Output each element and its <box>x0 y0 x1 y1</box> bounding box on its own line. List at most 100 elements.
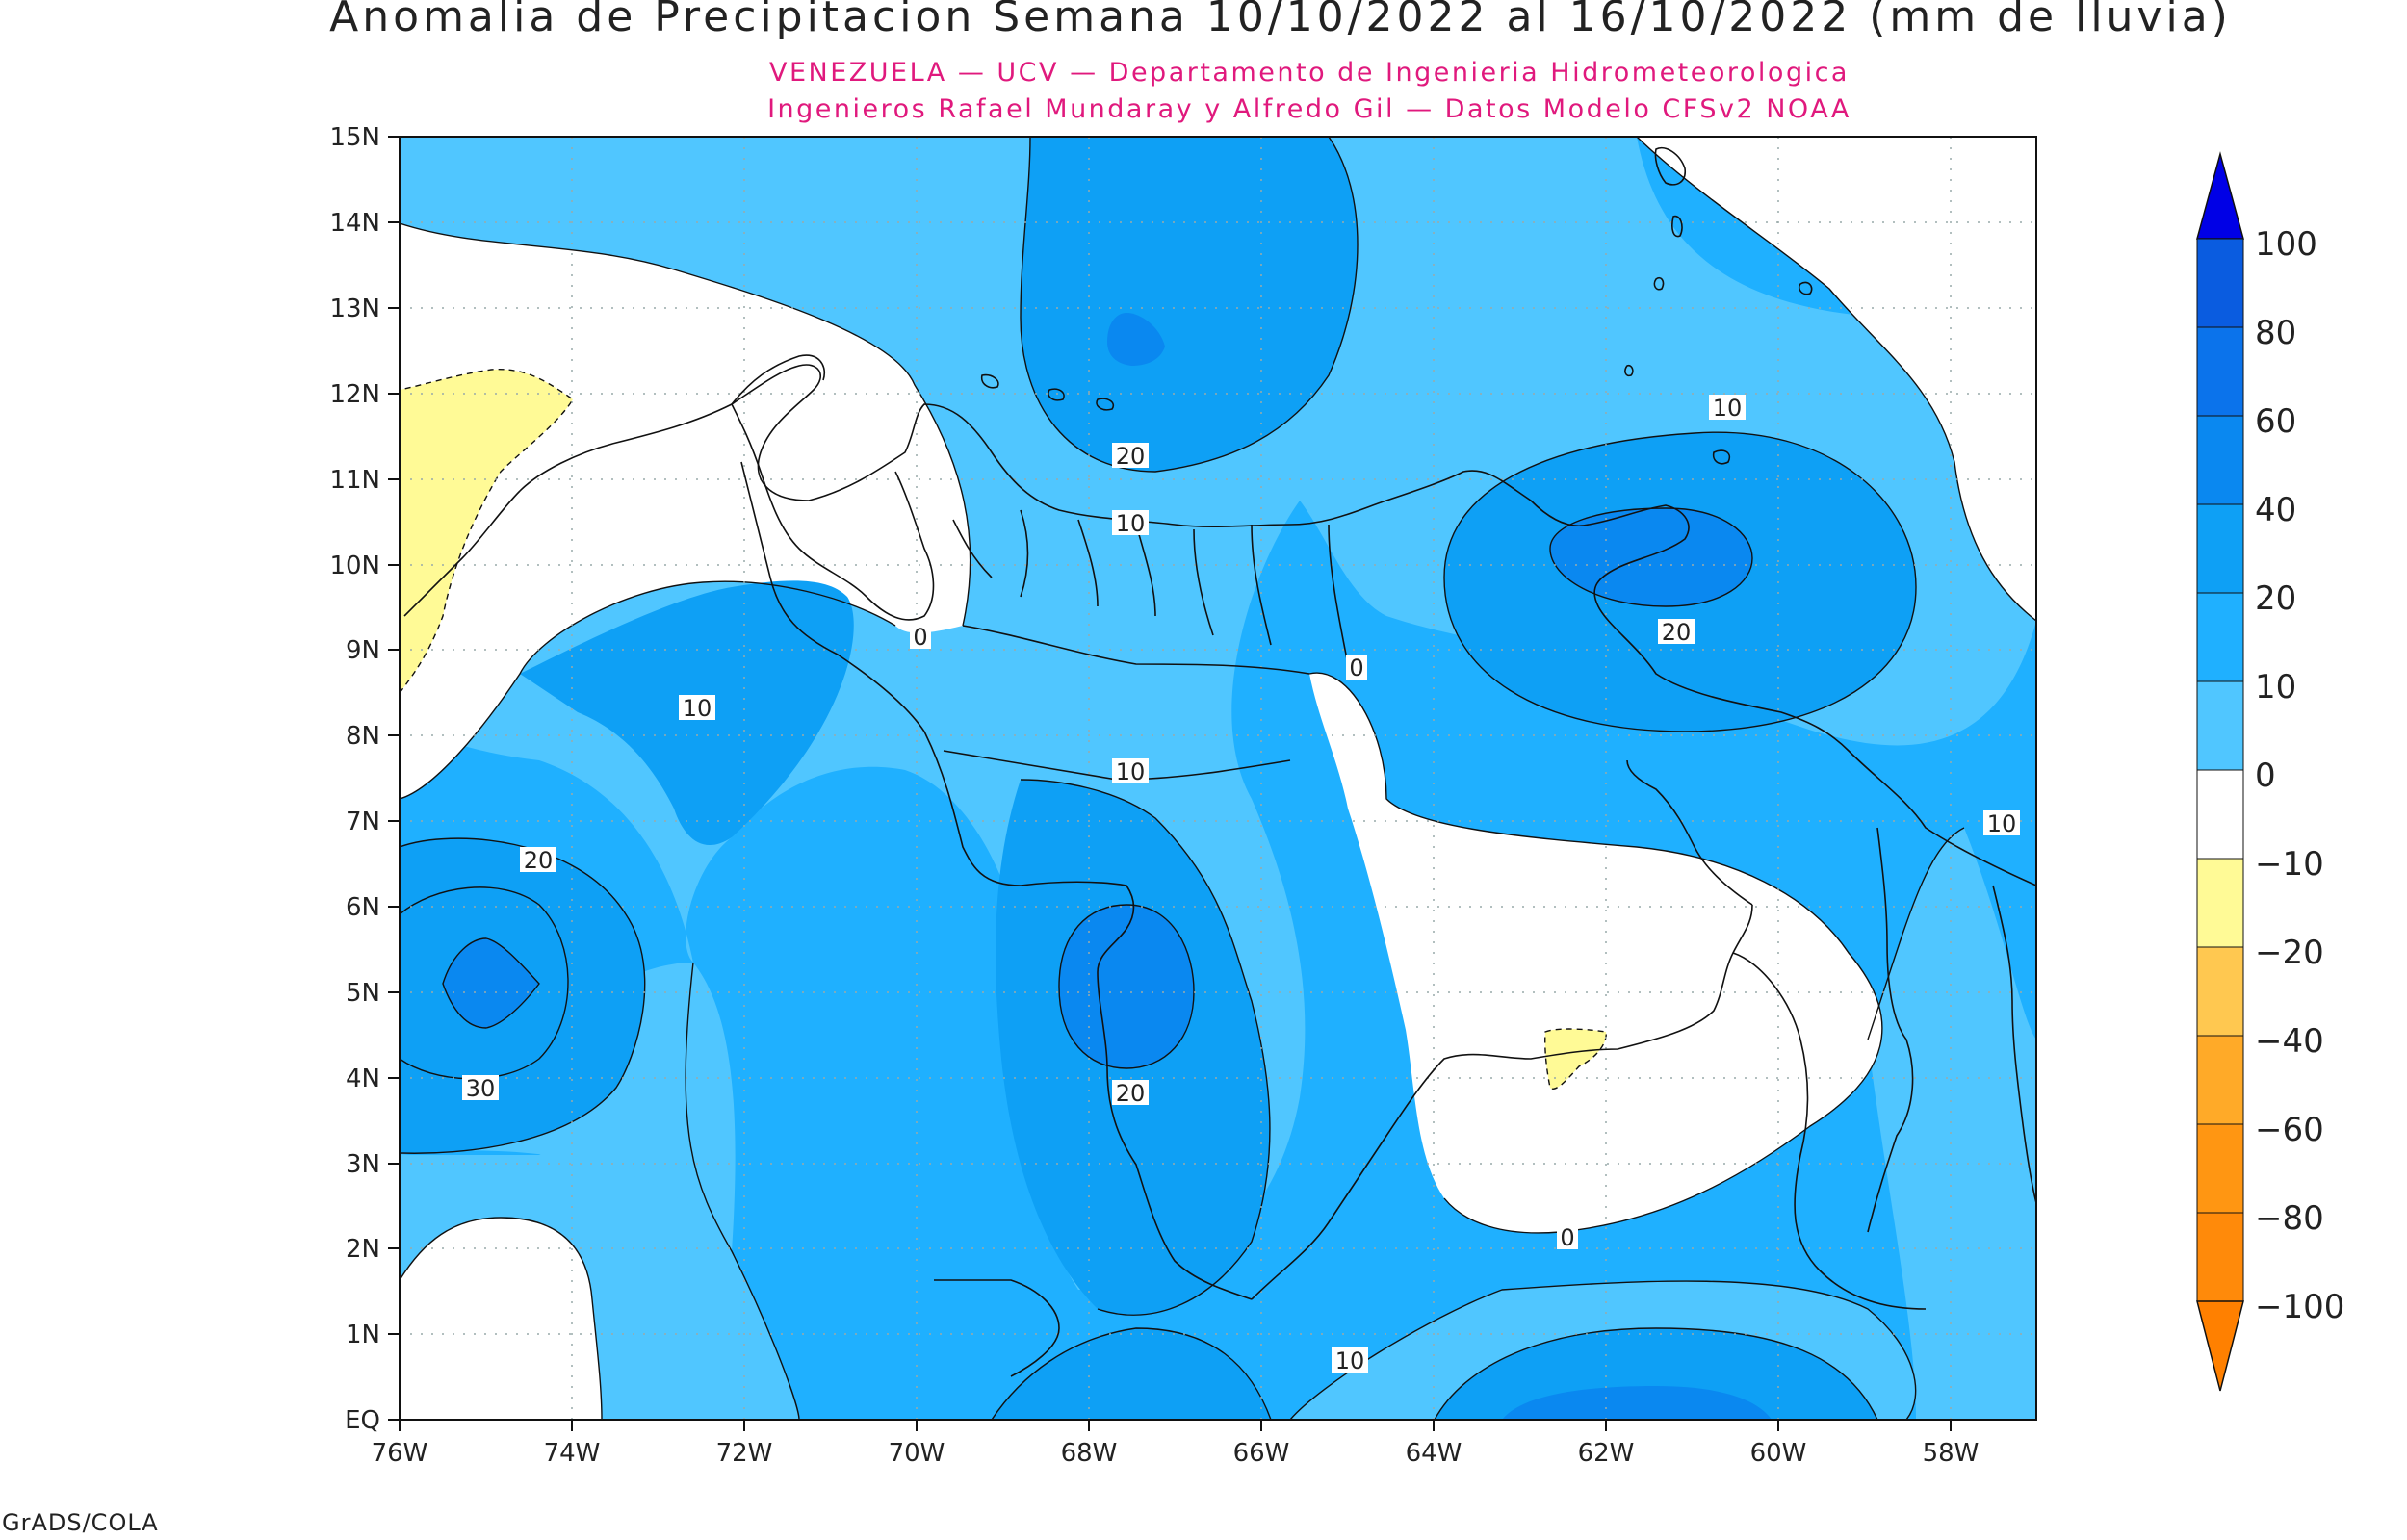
svg-text:0: 0 <box>913 624 927 651</box>
svg-text:30: 30 <box>466 1075 496 1102</box>
lon-label: 72W <box>716 1439 773 1468</box>
legend-swatch <box>2196 1212 2244 1302</box>
coastline-panama <box>403 490 521 617</box>
legend-label: 10 <box>2255 668 2296 706</box>
field-40-60-amazonas <box>1059 905 1194 1068</box>
field-40-60-southcore <box>1502 1386 1772 1420</box>
contour-label: 20 <box>1112 1080 1149 1107</box>
contour-line <box>400 1217 603 1420</box>
border-venezuela-colombia <box>740 461 1253 1300</box>
lon-label: 58W <box>1923 1439 1980 1468</box>
lon-label: 64W <box>1406 1439 1462 1468</box>
coastline-guajira <box>731 354 825 405</box>
contour-labels: 20 10 0 10 10 20 10 20 30 20 0 10 10 0 <box>462 395 2020 1374</box>
lon-label: 76W <box>372 1439 428 1468</box>
lat-label: 9N <box>346 636 380 665</box>
field-neg10-0-southeast <box>1309 673 1882 1233</box>
field-neg10-0-southwest <box>400 1218 602 1420</box>
lat-label: 13N <box>329 295 380 323</box>
border-colombia-brazil-south <box>934 1279 1060 1377</box>
contour-label: 10 <box>679 695 715 722</box>
contour-line <box>991 1327 1272 1420</box>
longitude-labels: 76W 74W 72W 70W 68W 66W 64W 62W 60W 58W <box>372 1439 1980 1468</box>
legend-label: 100 <box>2255 225 2317 264</box>
contour-line-dashed <box>400 369 574 694</box>
legend-swatch <box>2196 415 2244 505</box>
lat-label: 15N <box>329 123 380 152</box>
lon-label: 68W <box>1061 1439 1118 1468</box>
border-brazil-guyana <box>1732 952 1927 1310</box>
anomaly-fields <box>400 137 2036 1420</box>
border-internal <box>952 509 1349 665</box>
legend-label: −100 <box>2255 1288 2344 1326</box>
legend-swatch <box>2196 592 2244 682</box>
lon-label: 66W <box>1233 1439 1290 1468</box>
svg-text:10: 10 <box>1713 395 1743 422</box>
contour-label: 30 <box>462 1075 499 1102</box>
legend-label: −10 <box>2255 845 2324 884</box>
legend-label: −60 <box>2255 1111 2324 1149</box>
field-neg20-10-south <box>1544 1029 1607 1090</box>
svg-text:20: 20 <box>1116 443 1146 470</box>
contour-line <box>1289 1280 1917 1420</box>
coastline-islands <box>1624 147 1813 465</box>
lon-label: 60W <box>1750 1439 1807 1468</box>
lat-label: 8N <box>346 722 380 751</box>
field-40-60-caribbean <box>1107 313 1165 366</box>
svg-text:10: 10 <box>1116 510 1146 537</box>
legend-label: 40 <box>2255 491 2296 529</box>
contour-line <box>1058 904 1195 1069</box>
lat-label: 11N <box>329 466 380 495</box>
legend-swatch <box>2196 326 2244 417</box>
legend-swatch <box>2196 946 2244 1037</box>
svg-text:0: 0 <box>1560 1224 1574 1251</box>
lon-label: 70W <box>889 1439 945 1468</box>
field-20-40-caribbean <box>1021 137 1358 472</box>
lat-label: 7N <box>346 808 380 836</box>
legend-swatch <box>2196 1123 2244 1214</box>
legend-label: −20 <box>2255 934 2324 972</box>
legend-label: 80 <box>2255 314 2296 352</box>
lat-label: 5N <box>346 979 380 1008</box>
contour-line <box>1020 137 1359 473</box>
field-0-10-east <box>1868 828 2036 1420</box>
lon-label: 62W <box>1578 1439 1635 1468</box>
contour-label: 10 <box>1112 758 1149 785</box>
contour-line <box>1443 431 1917 732</box>
legend-swatch <box>2196 858 2244 948</box>
contour-label: 20 <box>1112 443 1149 470</box>
field-40-60-west <box>443 938 539 1028</box>
contour-label: 10 <box>1112 510 1149 537</box>
legend-arrow-top <box>2196 151 2244 240</box>
contour-line <box>400 222 971 627</box>
svg-text:10: 10 <box>683 695 712 722</box>
plot-frame <box>399 136 2037 1421</box>
coastline-maracaibo <box>731 403 935 621</box>
contour-lines <box>400 137 2036 1420</box>
lat-label: 12N <box>329 380 380 409</box>
contour-label: 10 <box>1709 395 1746 422</box>
legend-label: 20 <box>2255 579 2296 618</box>
contour-line <box>400 837 646 1154</box>
legend-swatch <box>2196 1035 2244 1125</box>
lat-label: 14N <box>329 209 380 238</box>
contour-line <box>1308 672 1883 1234</box>
contour-line-dashed <box>1544 1028 1607 1090</box>
svg-text:20: 20 <box>1116 1080 1146 1107</box>
contour-line <box>1867 827 1965 1040</box>
contour-line <box>1636 137 2036 622</box>
legend-swatch <box>2196 769 2244 860</box>
legend-label: 60 <box>2255 402 2296 441</box>
legend-label: −40 <box>2255 1022 2324 1061</box>
svg-text:10: 10 <box>1335 1348 1365 1374</box>
border-venezuela-guyana <box>1626 759 1753 906</box>
border-venezuela-brazil <box>1251 904 1753 1300</box>
field-neg10-0-northeast <box>1637 137 2036 621</box>
lat-label: 3N <box>346 1150 380 1179</box>
legend-label: 0 <box>2255 757 2276 795</box>
legend-arrow-bottom <box>2196 1300 2244 1392</box>
contour-label: 0 <box>910 624 931 651</box>
contour-label: 10 <box>1332 1348 1368 1374</box>
map-subtitle-institution: VENEZUELA — UCV — Departamento de Ingeni… <box>769 58 1850 88</box>
contour-label: 0 <box>1346 654 1367 681</box>
